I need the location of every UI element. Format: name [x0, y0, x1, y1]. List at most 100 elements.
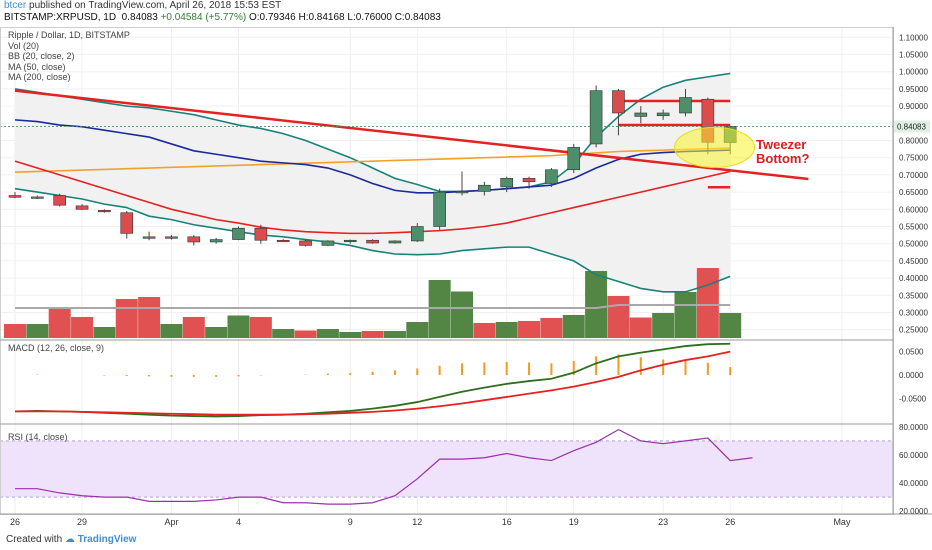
- volume-bar: [339, 332, 362, 338]
- candle-body: [500, 178, 514, 188]
- tweezer-highlight: [674, 126, 756, 168]
- volume-bar: [227, 315, 250, 338]
- volume-bar: [26, 324, 49, 338]
- price-tick-label: 0.35000: [899, 291, 928, 300]
- volume-bar: [361, 331, 384, 338]
- price-tick-label: 1.00000: [899, 68, 928, 77]
- macd-pane[interactable]: [14, 340, 843, 424]
- rsi-tick-label: 20.0000: [899, 507, 928, 516]
- author-name[interactable]: btcer: [4, 0, 27, 11]
- candle-body: [343, 239, 357, 243]
- legend-ma50[interactable]: MA (50, close): [8, 61, 66, 72]
- candle-body: [187, 236, 201, 243]
- macd-line: [14, 342, 731, 418]
- candle-body: [321, 240, 335, 246]
- volume-ma-line: [15, 304, 731, 309]
- volume-bar: [652, 313, 675, 338]
- legend-bb[interactable]: BB (20, close, 2): [8, 51, 75, 61]
- price-tick-label: 0.40000: [899, 274, 928, 283]
- rsi-pane[interactable]: [0, 424, 893, 514]
- macd-histogram-bar: [215, 375, 218, 377]
- macd-title[interactable]: MACD (12, 26, close, 9): [8, 343, 105, 353]
- macd-histogram-bar: [505, 361, 508, 375]
- volume-bar: [205, 327, 228, 338]
- time-tick-label: Apr: [164, 517, 178, 527]
- trendline: [14, 89, 809, 181]
- price-pane[interactable]: [0, 27, 893, 340]
- price-tick-label: 0.45000: [899, 257, 928, 266]
- macd-tick-label: 0.0000: [899, 371, 924, 380]
- candle-body: [455, 191, 469, 194]
- ohlc-open: O:0.79346: [248, 12, 296, 23]
- bb-upper-line: [14, 72, 731, 193]
- candle-body: [209, 239, 223, 243]
- ma200-line: [14, 147, 731, 173]
- price-tick-label: 0.60000: [899, 205, 928, 214]
- signal-line: [15, 350, 731, 416]
- volume-bar: [562, 315, 585, 338]
- volume-bar: [495, 322, 518, 338]
- annotation-line2: Bottom?: [756, 151, 810, 166]
- volume-bar: [71, 317, 94, 338]
- price-tick-label: 0.90000: [899, 102, 928, 111]
- volume-bar: [115, 299, 138, 338]
- volume-bar: [182, 317, 205, 338]
- time-tick-label: 19: [569, 517, 579, 527]
- macd-histogram-bar: [595, 356, 598, 375]
- legend-vol[interactable]: Vol (20): [8, 40, 40, 51]
- legend-ma200[interactable]: MA (200, close): [8, 72, 71, 82]
- candle-body: [634, 112, 648, 117]
- candle-body: [53, 195, 67, 206]
- indicator-legend: Ripple / Dollar, 1D, BITSTAMP Vol (20) B…: [8, 30, 130, 83]
- macd-histogram-bar: [192, 375, 195, 377]
- volume-bar: [585, 271, 608, 338]
- last-price: 0.84083: [121, 12, 158, 23]
- legend-title: Ripple / Dollar, 1D, BITSTAMP: [8, 30, 130, 40]
- ohlc-high: H:0.84168: [298, 12, 345, 23]
- volume-bar: [272, 329, 295, 338]
- candle-body: [433, 191, 446, 227]
- macd-histogram-bar: [639, 357, 642, 375]
- price-tick-label: 0.70000: [899, 171, 928, 180]
- macd-histogram-bar: [416, 368, 419, 375]
- candle-body: [120, 212, 134, 234]
- time-tick-label: 23: [658, 517, 668, 527]
- candle-body: [165, 236, 178, 239]
- macd-histogram-bar: [617, 354, 620, 375]
- macd-histogram-bar: [550, 363, 553, 375]
- price-tick-label: 1.05000: [899, 51, 928, 60]
- volume-bar: [138, 297, 161, 338]
- time-tick-label: 12: [412, 517, 422, 527]
- last-price-label: 0.84083: [897, 122, 926, 131]
- volume-bar: [249, 317, 272, 338]
- macd-tick-label: 0.0500: [899, 348, 924, 357]
- macd-histogram-bar: [237, 375, 240, 377]
- volume-bar: [629, 317, 652, 338]
- rsi-tick-label: 40.0000: [899, 479, 928, 488]
- volume-bar: [383, 331, 406, 338]
- volume-bar: [451, 291, 473, 338]
- price-tick-label: 0.75000: [899, 154, 928, 163]
- time-tick-label: 16: [502, 517, 512, 527]
- candle-body: [612, 90, 625, 114]
- price-tick-label: 0.50000: [899, 240, 928, 249]
- price-tick-label: 0.55000: [899, 222, 928, 231]
- volume-bar: [674, 292, 697, 338]
- rsi-title[interactable]: RSI (14, close): [8, 432, 68, 442]
- candle-body: [254, 227, 268, 241]
- rsi-band: [0, 440, 893, 498]
- publish-info: published on TradingView.com, April 26, …: [29, 0, 282, 11]
- bb-basis-line: [14, 160, 731, 235]
- macd-histogram-bar: [393, 370, 396, 375]
- symbol-label: BITSTAMP:XRPUSD, 1D: [4, 12, 117, 23]
- tradingview-logo-icon: ☁: [64, 534, 75, 545]
- candle-body: [31, 196, 44, 199]
- tradingview-link[interactable]: TradingView: [77, 534, 137, 545]
- macd-histogram-bar: [170, 375, 173, 377]
- time-tick-label: 9: [348, 517, 353, 527]
- candle-body: [75, 205, 89, 210]
- ma50-line: [14, 119, 731, 194]
- macd-histogram-bar: [125, 375, 128, 376]
- price-tick-label: 0.95000: [899, 85, 928, 94]
